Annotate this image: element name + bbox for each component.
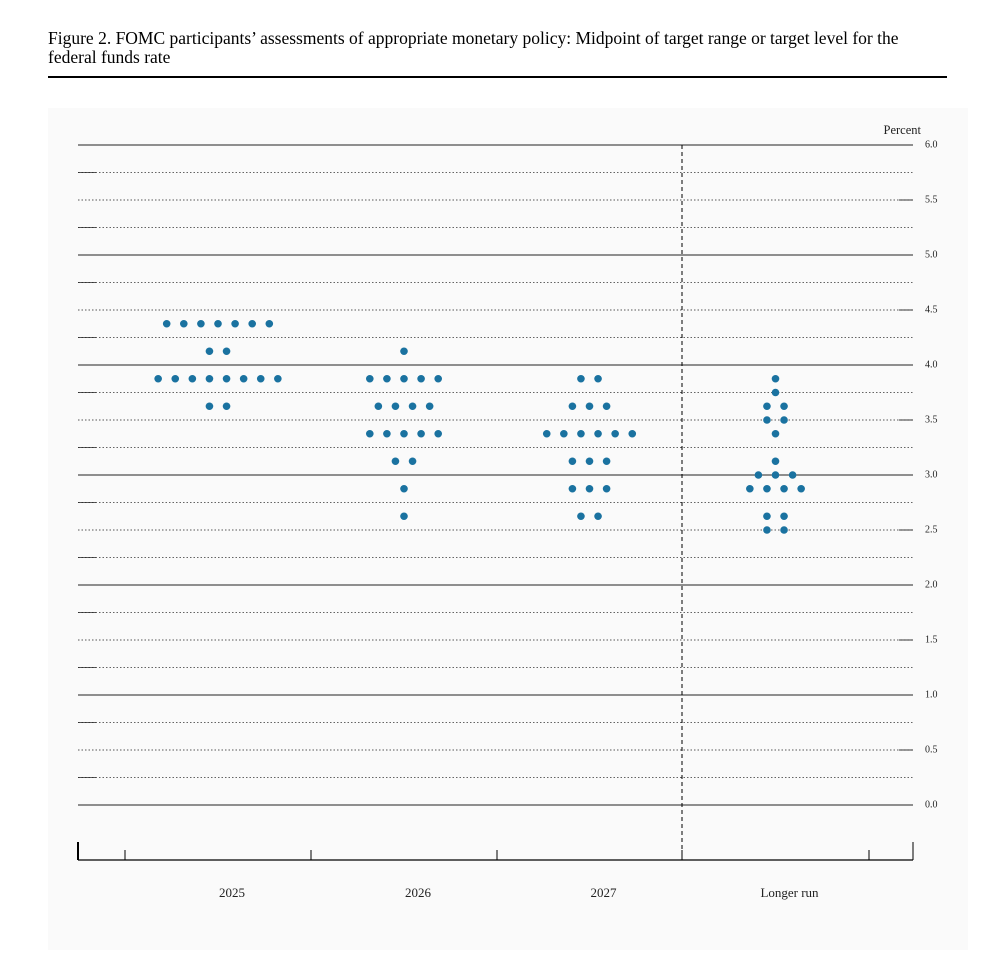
y-tick-label: 6.0 [925,139,938,150]
dot [594,429,602,438]
dot [222,402,231,411]
dot [780,526,788,534]
y-tick-label: 0.0 [925,799,938,810]
y-tick-label: 4.5 [925,304,938,315]
y-tick-label: 2.0 [925,579,938,590]
dot [628,429,637,438]
dot [222,374,231,383]
dot [231,319,239,328]
dot [577,512,585,521]
x-tick-label: 2025 [219,885,245,900]
dot [154,374,162,383]
dot [780,402,788,411]
dot [771,388,780,397]
dot [434,429,443,438]
dot [763,484,771,493]
dot [391,402,400,411]
y-tick-label: 3.0 [925,469,938,480]
dot [222,347,231,356]
dot [585,457,594,466]
dot [205,374,214,383]
dot [366,429,374,438]
y-tick-label: 1.5 [925,634,938,645]
dot [585,402,594,411]
dot [560,429,568,438]
dot [400,347,408,356]
dot [602,402,611,411]
dot [188,374,197,383]
dot [746,484,754,493]
dot [274,374,282,383]
dot [771,429,780,438]
dot [171,374,180,383]
dot [400,512,408,521]
y-tick-label: 4.0 [925,359,938,370]
x-tick-label: 2026 [405,885,432,900]
dot [256,374,265,383]
dot [425,402,434,411]
chart-title: Figure 2. FOMC participants’ assessments… [48,28,899,67]
dot [265,319,274,328]
y-tick-label: 2.5 [925,524,938,535]
dot [577,429,585,438]
y-axis-label: Percent [884,123,922,137]
plot-background [48,108,968,950]
dot [780,416,788,424]
dot [374,402,383,411]
dot [408,457,417,466]
dot [771,374,780,383]
y-tick-label: 1.0 [925,689,938,700]
dot [594,374,602,383]
dot [568,402,577,411]
title-rule [48,76,947,78]
dot [611,429,619,438]
dot [780,512,788,521]
dot [239,374,248,383]
dot [585,484,594,493]
x-tick-label: Longer run [760,885,819,900]
dot [602,457,611,466]
dot [400,484,408,493]
dot [602,484,611,493]
y-tick-label: 5.0 [925,249,938,260]
dot [408,402,417,411]
dot [205,347,214,356]
y-tick-label: 5.5 [925,194,938,205]
dot [366,374,374,383]
dot [205,402,214,411]
dot [400,429,408,438]
dot [763,416,771,424]
dot [214,319,222,328]
dot [542,429,551,438]
dot [568,484,577,493]
dot [197,319,205,328]
x-tick-label: 2027 [591,885,618,900]
dot [594,512,602,521]
dot [568,457,577,466]
dot [400,374,408,383]
y-tick-label: 0.5 [925,744,938,755]
dot [763,512,771,521]
y-tick-label: 3.5 [925,414,938,425]
dot [391,457,400,466]
dot [180,319,188,328]
dot [763,402,771,411]
dot [788,471,797,479]
dot [383,429,391,438]
dot [248,319,256,328]
dot [383,374,391,383]
dot [763,526,771,534]
dot [577,374,585,383]
dot [771,471,780,479]
dot [797,484,805,493]
dot [162,319,171,328]
dot [780,484,788,493]
dot [754,471,763,479]
dot [417,374,425,383]
dot [417,429,425,438]
dot [771,457,780,466]
dot [434,374,443,383]
